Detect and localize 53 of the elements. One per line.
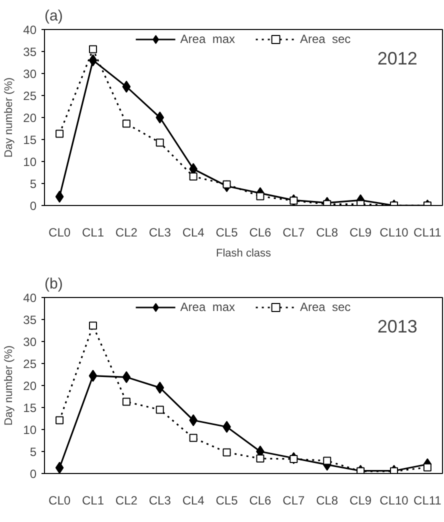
x-tick-label: CL7	[282, 494, 305, 508]
y-tick-label: 40	[23, 291, 37, 305]
y-tick-label: 35	[23, 45, 37, 59]
x-tick-label: CL9	[350, 494, 372, 508]
x-tick-label: CL5	[216, 494, 238, 508]
x-tick-label: CL10	[380, 226, 409, 240]
y-tick-label: 10	[23, 155, 37, 169]
y-tick-label: 10	[23, 423, 37, 437]
x-tick-label: CL11	[414, 226, 442, 240]
annotation: 2013	[377, 316, 418, 337]
x-tick-label: CL8	[316, 494, 338, 508]
x-tick-label: CL7	[282, 226, 305, 240]
y-tick-label: 30	[23, 67, 37, 81]
x-tick-label: CL3	[148, 494, 172, 508]
x-tick-label: CL1	[82, 226, 104, 240]
y-tick-label: 20	[23, 379, 37, 393]
x-tick-label: CL4	[182, 226, 205, 240]
y-tick-label: 30	[23, 335, 37, 349]
x-tick-label: CL9	[350, 226, 372, 240]
x-tick-label: CL11	[414, 494, 442, 508]
x-tick-label: CL1	[82, 494, 104, 508]
y-tick-label: 15	[23, 401, 37, 415]
x-tick-label: CL0	[48, 226, 71, 240]
y-tick-label: 5	[30, 445, 37, 459]
legend-label: Area sec	[300, 32, 351, 46]
legend-label: Area max	[180, 32, 235, 46]
x-tick-label: CL8	[316, 226, 338, 240]
y-tick-label: 15	[23, 133, 37, 147]
x-axis-title: Flash class	[216, 248, 272, 260]
x-tick-label: CL0	[48, 494, 71, 508]
x-tick-label: CL10	[380, 494, 409, 508]
y-tick-label: 20	[23, 111, 37, 125]
x-tick-label: CL3	[148, 226, 172, 240]
x-tick-label: CL6	[249, 494, 272, 508]
x-tick-label: CL2	[115, 226, 138, 240]
y-tick-label: 0	[30, 467, 37, 481]
y-tick-label: 40	[23, 23, 37, 37]
y-tick-label: 35	[23, 313, 37, 327]
chart-title: (b)	[44, 276, 63, 292]
legend-label: Area max	[180, 300, 235, 314]
y-axis-title: Day number (%)	[3, 345, 16, 426]
y-tick-label: 25	[23, 357, 37, 371]
x-tick-label: CL2	[115, 494, 138, 508]
y-tick-label: 5	[30, 177, 37, 191]
y-tick-label: 25	[23, 89, 37, 103]
x-tick-label: CL6	[249, 226, 272, 240]
annotation: 2012	[377, 48, 418, 69]
legend-label: Area sec	[300, 300, 351, 314]
chart-title: (a)	[44, 8, 63, 24]
y-axis-title: Day number (%)	[3, 77, 16, 158]
x-tick-label: CL5	[216, 226, 238, 240]
x-tick-label: CL4	[182, 494, 205, 508]
y-tick-label: 0	[30, 199, 37, 213]
